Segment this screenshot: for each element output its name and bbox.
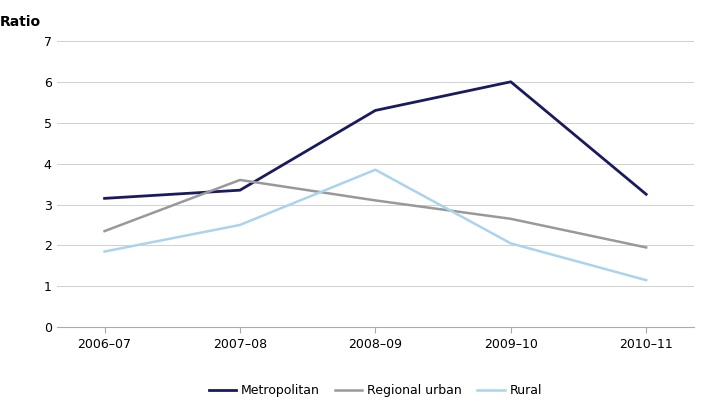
Rural — [100, 249, 109, 254]
Metropolitan — [506, 79, 515, 84]
Metropolitan — [371, 108, 380, 113]
Regional urban — [371, 198, 380, 203]
Line: Metropolitan: Metropolitan — [104, 82, 646, 198]
Regional urban — [642, 245, 651, 250]
Rural — [236, 222, 245, 227]
Regional urban — [100, 229, 109, 234]
Rural — [642, 278, 651, 283]
Legend: Metropolitan, Regional urban, Rural: Metropolitan, Regional urban, Rural — [204, 379, 547, 402]
Metropolitan — [642, 192, 651, 197]
Line: Regional urban: Regional urban — [104, 180, 646, 247]
Rural — [371, 167, 380, 172]
Text: Ratio: Ratio — [0, 16, 41, 29]
Line: Rural: Rural — [104, 170, 646, 280]
Metropolitan — [236, 188, 245, 193]
Regional urban — [236, 178, 245, 182]
Rural — [506, 241, 515, 246]
Metropolitan — [100, 196, 109, 201]
Regional urban — [506, 216, 515, 221]
